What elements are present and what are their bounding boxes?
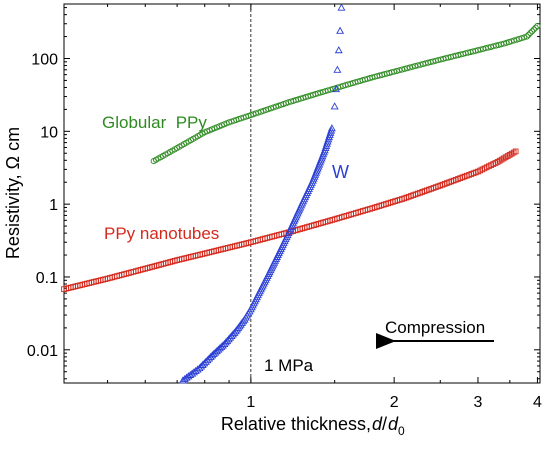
data-point-triangle <box>330 102 339 110</box>
data-point-circle <box>523 33 530 40</box>
w-series-label: W <box>332 162 349 182</box>
x-axis-label-var2: d <box>388 414 399 434</box>
data-point-triangle <box>337 3 346 11</box>
series-circle-points <box>150 22 541 165</box>
data-point-circle <box>525 31 532 38</box>
compression-label: Compression <box>385 318 485 337</box>
x-axis-label-var1: d <box>372 414 383 434</box>
y-tick-label: 0.01 <box>27 343 58 360</box>
pressure-label: 1 MPa <box>264 356 314 375</box>
y-axis-label: Resistivity, Ω cm <box>3 127 23 259</box>
data-point-circle <box>530 26 537 33</box>
x-tick-label: 3 <box>474 394 483 411</box>
data-points <box>61 3 541 384</box>
plot-frame <box>63 3 541 384</box>
y-tick-label: 100 <box>31 51 58 68</box>
series-triangle-points <box>178 3 346 384</box>
x-tick-label: 2 <box>390 394 399 411</box>
data-point-circle <box>534 22 541 29</box>
x-axis-label-slash: / <box>382 414 387 434</box>
series-square-points <box>61 148 519 293</box>
data-point-circle <box>529 28 536 35</box>
y-tick-label: 0.1 <box>36 270 58 287</box>
x-tick-label: 1 <box>246 394 255 411</box>
data-point-circle <box>527 29 534 37</box>
data-point-triangle <box>334 46 343 54</box>
data-point-triangle <box>327 124 336 132</box>
data-point-triangle <box>336 26 345 34</box>
y-tick-label: 10 <box>40 124 58 141</box>
data-point-triangle <box>333 65 342 73</box>
data-point-triangle <box>332 84 341 93</box>
x-tick-label: 4 <box>533 394 542 411</box>
data-point-circle <box>532 24 539 31</box>
ppy-nanotubes-label: PPy nanotubes <box>104 224 219 243</box>
x-axis-label-subscript: 0 <box>398 424 405 438</box>
globular-ppy-label: Globular PPy <box>102 113 207 132</box>
y-tick-label: 1 <box>49 197 58 214</box>
axis-ticks: 1 2 3 4 0.01 0.1 1 10 100 <box>27 4 542 411</box>
x-axis-label: Relative thickness, <box>221 414 371 434</box>
data-point-square <box>512 148 519 155</box>
data-point-circle <box>521 34 528 41</box>
